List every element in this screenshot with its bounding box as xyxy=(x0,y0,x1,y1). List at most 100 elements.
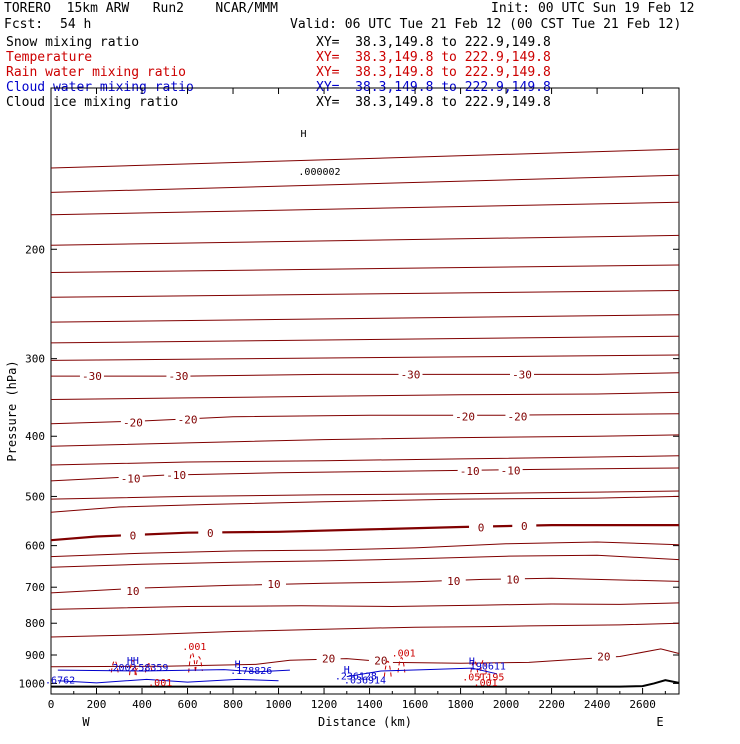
rain-contour xyxy=(188,652,196,673)
isotherm-label-bg xyxy=(120,416,145,428)
isotherm-line xyxy=(50,234,680,246)
cloud-water-label: .178826 xyxy=(230,666,272,677)
x-tick-label: 2200 xyxy=(538,698,565,711)
x-tick-label: 2400 xyxy=(584,698,611,711)
rain-contour xyxy=(194,656,203,672)
isotherm-label-bg xyxy=(512,520,537,532)
field-xy-range: XY= 38.3,149.8 to 222.9,149.8 xyxy=(316,65,551,80)
field-xy-range: XY= 38.3,149.8 to 222.9,149.8 xyxy=(316,95,551,110)
x-tick-label: 1800 xyxy=(447,698,474,711)
x-tick-label: 1200 xyxy=(311,698,338,711)
y-axis-label: Pressure (hPa) xyxy=(5,360,19,461)
isotherm-label-bg xyxy=(175,413,200,425)
isotherm-label-bg xyxy=(79,370,104,382)
cloud-ice-label: H xyxy=(301,129,307,140)
isotherm-line xyxy=(50,174,680,193)
y-tick-label: 200 xyxy=(25,243,45,256)
isotherm-label-bg xyxy=(398,368,423,380)
rain-label: .001 xyxy=(182,642,206,653)
endpoint-left: W xyxy=(82,715,90,729)
isotherm-label: 20 xyxy=(322,653,335,666)
isotherm-line xyxy=(50,524,679,542)
cloud-water-label: H xyxy=(344,665,350,676)
isotherm-line xyxy=(50,455,680,466)
isotherm-label-bg xyxy=(316,652,341,664)
rain-label: .001 xyxy=(392,648,416,659)
cloud-water-label: 190611 xyxy=(470,662,506,673)
isotherm-label-bg xyxy=(498,464,523,476)
cloud-water-label: .236128 xyxy=(335,671,377,682)
cloud-water-label: .036914 xyxy=(344,675,386,686)
y-tick-label: 800 xyxy=(25,617,45,630)
field-name: Snow mixing ratio xyxy=(6,35,140,50)
isotherm-label-bg xyxy=(453,410,478,422)
isotherm-label: 10 xyxy=(506,573,519,586)
rain-label: .05T195 xyxy=(462,673,504,684)
field-xy-range: XY= 38.3,149.8 to 222.9,149.8 xyxy=(316,35,551,50)
isotherm-line xyxy=(50,201,680,216)
isotherm-label-bg xyxy=(505,410,530,422)
isotherm-label: -30 xyxy=(82,370,102,383)
isotherm-label: 0 xyxy=(521,520,528,533)
isotherm-label: -10 xyxy=(121,473,141,486)
header-fcst-label: Fcst: xyxy=(4,17,44,32)
plot-frame xyxy=(50,87,680,695)
cloud-water-label: H xyxy=(469,656,475,667)
y-tick-label: 700 xyxy=(25,581,45,594)
isotherm-line xyxy=(50,290,680,298)
cloud-water-contour xyxy=(57,678,279,684)
rain-label: .001 xyxy=(474,678,498,689)
isotherm-label: -10 xyxy=(166,469,186,482)
isotherm-line xyxy=(50,490,680,500)
isotherm-label-bg xyxy=(591,650,616,662)
isotherm-label: 20 xyxy=(597,650,610,663)
isotherm-label-bg xyxy=(120,529,145,541)
cloud-ice-label: .000002 xyxy=(298,167,340,178)
rain-contour xyxy=(110,660,119,673)
header-valid: Valid: 06 UTC Tue 21 Feb 12 (00 CST Tue … xyxy=(290,17,682,32)
isotherm-label-bg xyxy=(368,654,393,666)
isotherm-line xyxy=(50,314,680,323)
isotherm-label-bg xyxy=(118,472,143,484)
isotherm-line xyxy=(50,495,680,513)
x-tick-label: 1400 xyxy=(356,698,383,711)
rain-contour xyxy=(383,660,392,677)
isotherm-label-bg xyxy=(500,573,525,585)
isotherm-line xyxy=(50,577,680,594)
isotherm-line xyxy=(50,554,680,568)
isotherm-label-bg xyxy=(166,370,191,382)
isotherm-label: -20 xyxy=(455,411,475,424)
isotherm-label: -30 xyxy=(401,368,421,381)
y-tick-label: 600 xyxy=(25,540,45,553)
isotherm-label: -20 xyxy=(178,414,198,427)
isotherm-label-bg xyxy=(164,469,189,481)
cloud-water-label: .6762 xyxy=(45,675,75,686)
header-init: Init: 00 UTC Sun 19 Feb 12 xyxy=(491,1,695,16)
y-tick-label: 500 xyxy=(25,490,45,503)
cloud-water-contour xyxy=(57,669,290,673)
isotherm-line xyxy=(50,434,680,447)
rain-contour xyxy=(144,663,153,673)
header-fcst-value: 54 h xyxy=(60,17,92,32)
cloud-water-label: H xyxy=(235,660,241,671)
isotherm-line xyxy=(50,391,680,400)
isotherm-label: -20 xyxy=(508,411,528,424)
isotherm-line xyxy=(50,541,680,558)
field-name: Rain water mixing ratio xyxy=(6,65,187,80)
isotherm-label-bg xyxy=(457,465,482,477)
isotherm-line xyxy=(50,335,680,344)
isotherm-label: 10 xyxy=(267,578,280,591)
header-model: TORERO 15km ARW Run2 NCAR/MMM xyxy=(4,1,278,16)
field-name: Cloud ice mixing ratio xyxy=(6,95,179,110)
isotherm-label: 10 xyxy=(126,585,139,598)
rain-label: Y xyxy=(132,667,138,678)
isotherm-label: 0 xyxy=(130,530,137,543)
x-tick-label: 1000 xyxy=(265,698,292,711)
isotherm-label: 10 xyxy=(447,575,460,588)
rain-contour xyxy=(129,660,137,676)
rain-label: .001 xyxy=(148,678,172,689)
isotherm-line xyxy=(50,622,680,638)
terrain-line xyxy=(51,679,680,688)
